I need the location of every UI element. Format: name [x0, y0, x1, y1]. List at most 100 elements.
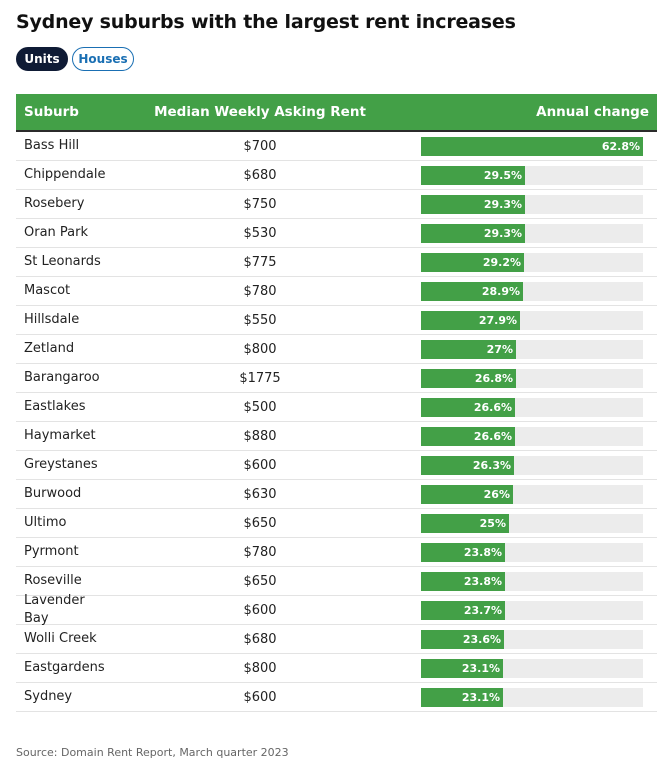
change-bar: 23.1% — [421, 688, 503, 707]
change-bar: 25% — [421, 514, 509, 533]
change-label: 29.3% — [483, 198, 522, 211]
houses-toggle-button[interactable]: Houses — [72, 47, 134, 71]
change-bar: 29.5% — [421, 166, 525, 185]
rent-cell: $650 — [243, 573, 277, 589]
change-bar: 29.3% — [421, 224, 525, 243]
suburb-cell: Burwood — [24, 486, 82, 501]
change-label: 26.6% — [473, 401, 512, 414]
change-label: 27% — [486, 343, 513, 356]
rent-cell: $600 — [243, 689, 277, 705]
suburb-cell: Eastlakes — [24, 399, 86, 414]
rent-cell: $550 — [243, 312, 277, 328]
table-body: Bass Hill $700 62.8% Chippendale $680 29.5% Ro… — [16, 132, 657, 712]
bar-track: 26% — [421, 485, 643, 504]
change-label: 26% — [483, 488, 510, 501]
table-row: Barangaroo $1775 26.8% — [16, 364, 657, 393]
table-row: Mascot $780 28.9% — [16, 277, 657, 306]
change-label: 23.1% — [461, 691, 500, 704]
suburb-cell: Chippendale — [24, 167, 106, 182]
chart-title: Sydney suburbs with the largest rent inc… — [16, 11, 516, 33]
table-row: Rosebery $750 29.3% — [16, 190, 657, 219]
rent-cell: $680 — [243, 631, 277, 647]
bar-track: 23.7% — [421, 601, 643, 620]
table-header: Suburb Median Weekly Asking Rent Annual … — [16, 94, 657, 132]
rent-cell: $680 — [243, 167, 277, 183]
bar-track: 28.9% — [421, 282, 643, 301]
change-bar: 62.8% — [421, 137, 643, 156]
change-label: 26.8% — [474, 372, 513, 385]
table-row: Bass Hill $700 62.8% — [16, 132, 657, 161]
table-row: Ultimo $650 25% — [16, 509, 657, 538]
change-bar: 27% — [421, 340, 516, 359]
bar-track: 62.8% — [421, 137, 643, 156]
change-bar: 29.2% — [421, 253, 524, 272]
table-row: Roseville $650 23.8% — [16, 567, 657, 596]
column-header-annual-change: Annual change — [536, 104, 649, 120]
rent-cell: $800 — [243, 660, 277, 676]
bar-track: 23.1% — [421, 688, 643, 707]
bar-track: 25% — [421, 514, 643, 533]
suburb-cell: Zetland — [24, 341, 75, 356]
change-bar: 23.6% — [421, 630, 504, 649]
suburb-cell: Sydney — [24, 689, 73, 704]
suburb-cell: Eastgardens — [24, 660, 105, 675]
table-row: Oran Park $530 29.3% — [16, 219, 657, 248]
table-row: Burwood $630 26% — [16, 480, 657, 509]
change-label: 29.5% — [483, 169, 522, 182]
property-type-toggle: Units Houses — [16, 47, 134, 71]
suburb-cell: Greystanes — [24, 457, 98, 472]
bar-track: 27% — [421, 340, 643, 359]
change-bar: 23.1% — [421, 659, 503, 678]
change-label: 23.8% — [463, 575, 502, 588]
rent-cell: $630 — [243, 486, 277, 502]
suburb-cell: Bass Hill — [24, 138, 80, 153]
change-label: 23.1% — [461, 662, 500, 675]
suburb-cell: Lavender Bay — [24, 593, 85, 626]
table-row: Eastgardens $800 23.1% — [16, 654, 657, 683]
suburb-cell: Hillsdale — [24, 312, 80, 327]
table-row: Haymarket $880 26.6% — [16, 422, 657, 451]
rent-cell: $780 — [243, 544, 277, 560]
table-row: Lavender Bay $600 23.7% — [16, 593, 657, 626]
bar-track: 29.3% — [421, 224, 643, 243]
rent-cell: $600 — [243, 457, 277, 473]
change-bar: 23.8% — [421, 572, 505, 591]
change-label: 29.3% — [483, 227, 522, 240]
rent-cell: $750 — [243, 196, 277, 212]
table-row: Sydney $600 23.1% — [16, 683, 657, 712]
table-row: St Leonards $775 29.2% — [16, 248, 657, 277]
bar-track: 26.3% — [421, 456, 643, 475]
bar-track: 29.5% — [421, 166, 643, 185]
change-bar: 23.7% — [421, 601, 505, 620]
change-bar: 27.9% — [421, 311, 520, 330]
change-bar: 28.9% — [421, 282, 523, 301]
change-label: 28.9% — [481, 285, 520, 298]
change-label: 26.3% — [472, 459, 511, 472]
bar-track: 27.9% — [421, 311, 643, 330]
bar-track: 26.8% — [421, 369, 643, 388]
units-toggle-button[interactable]: Units — [16, 47, 68, 71]
table-row: Pyrmont $780 23.8% — [16, 538, 657, 567]
change-bar: 29.3% — [421, 195, 525, 214]
table-row: Chippendale $680 29.5% — [16, 161, 657, 190]
bar-track: 23.1% — [421, 659, 643, 678]
bar-track: 26.6% — [421, 427, 643, 446]
change-label: 27.9% — [478, 314, 517, 327]
rent-cell: $800 — [243, 341, 277, 357]
bar-track: 23.8% — [421, 543, 643, 562]
suburb-cell: Haymarket — [24, 428, 96, 443]
rent-cell: $700 — [243, 138, 277, 154]
table-row: Zetland $800 27% — [16, 335, 657, 364]
change-label: 25% — [479, 517, 506, 530]
bar-track: 29.3% — [421, 195, 643, 214]
table-row: Eastlakes $500 26.6% — [16, 393, 657, 422]
change-label: 29.2% — [482, 256, 521, 269]
source-note: Source: Domain Rent Report, March quarte… — [16, 746, 289, 759]
rent-cell: $780 — [243, 283, 277, 299]
table-row: Wolli Creek $680 23.6% — [16, 625, 657, 654]
change-bar: 26.6% — [421, 427, 515, 446]
suburb-cell: Wolli Creek — [24, 631, 97, 646]
bar-track: 29.2% — [421, 253, 643, 272]
change-bar: 26.6% — [421, 398, 515, 417]
rent-cell: $880 — [243, 428, 277, 444]
